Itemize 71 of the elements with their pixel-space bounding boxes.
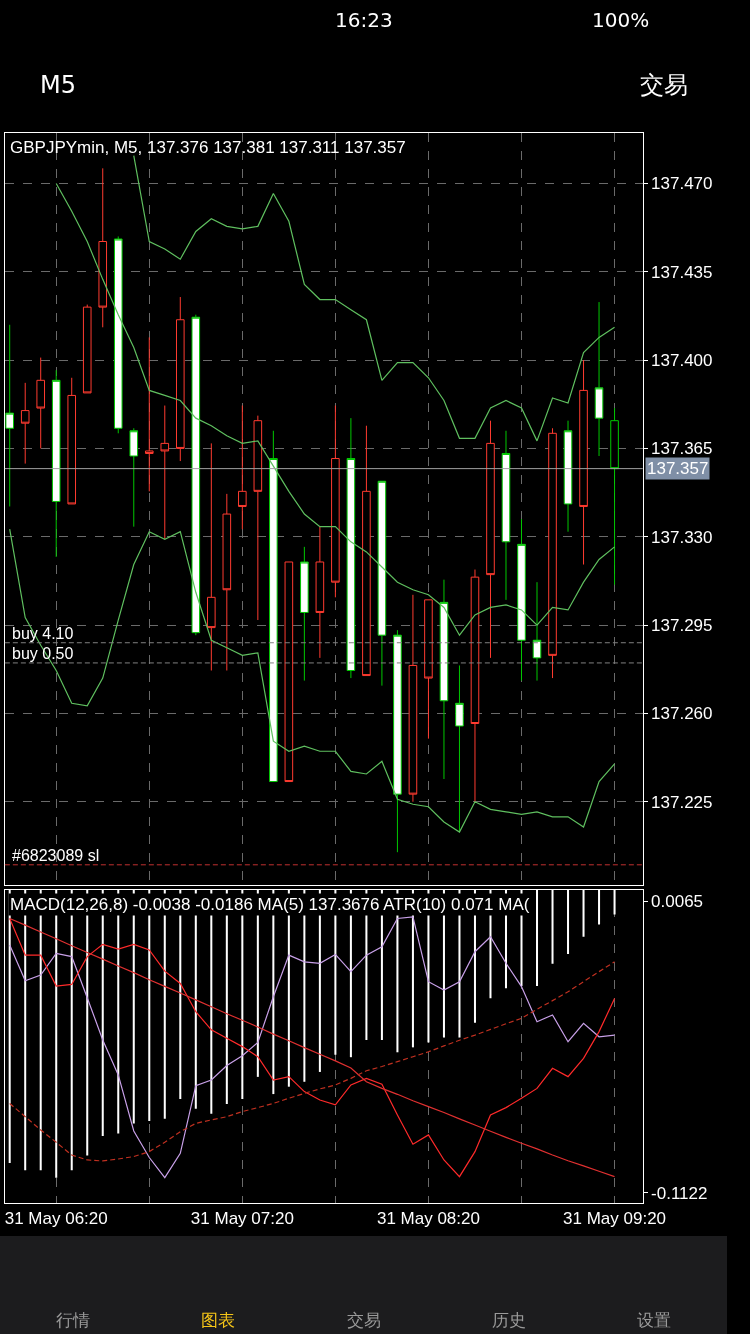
line-series: [9, 528, 616, 833]
y-tick-label: -0.1122: [651, 1183, 708, 1203]
candlestick: [315, 526, 325, 659]
text: 行情: [56, 1310, 90, 1330]
x-tick-label: 31 May 06:20: [4, 1209, 108, 1229]
line-series: [133, 155, 616, 442]
x-tick-label: 31 May 08:20: [376, 1209, 480, 1229]
y-tick-label: 137.435: [651, 262, 713, 282]
text: 16:23: [335, 8, 393, 32]
candlestick: [20, 382, 30, 465]
ref-line-label: buy 4.10: [12, 625, 74, 642]
x-tick-label: 31 May 09:20: [563, 1209, 667, 1229]
candlestick: [579, 359, 588, 566]
y-tick-label: 137.470: [651, 174, 713, 194]
candlestick: [98, 167, 108, 328]
candlestick: [176, 296, 185, 462]
text: 设置: [637, 1310, 671, 1330]
candlestick: [129, 427, 139, 528]
candlestick: [439, 579, 449, 780]
ref-line-label: 137.357: [647, 459, 709, 478]
text: 100%: [592, 8, 650, 32]
candlestick: [610, 407, 619, 586]
y-tick-label: 137.295: [651, 616, 713, 636]
candlestick: [67, 377, 77, 505]
ref-line-label: #6823089 sl: [12, 847, 100, 864]
y-tick-label: 137.400: [651, 351, 713, 371]
candlestick: [113, 235, 123, 434]
y-tick-label: 137.225: [651, 792, 713, 812]
candlestick: [284, 561, 294, 783]
candlestick: [191, 314, 201, 636]
candlestick: [36, 357, 46, 449]
ref-line-label: buy 0.50: [12, 645, 74, 662]
candlestick: [300, 546, 309, 682]
text: 交易: [347, 1310, 381, 1330]
candlestick: [424, 599, 433, 740]
y-tick-label: 137.365: [651, 439, 713, 459]
candlestick: [393, 629, 402, 853]
candlestick: [377, 480, 387, 687]
candlestick: [501, 430, 511, 601]
chart-title: GBPJPYmin, M5, 137.376 137.381 137.311 137.357: [10, 138, 406, 157]
candlestick: [346, 417, 356, 679]
candlestick: [548, 427, 557, 679]
candlestick: [207, 442, 216, 671]
candlestick: [362, 425, 371, 677]
candlestick: [594, 301, 604, 457]
candlestick: [144, 336, 154, 492]
candlestick: [470, 569, 480, 803]
text: 历史: [492, 1310, 526, 1330]
x-tick-label: 31 May 07:20: [190, 1209, 294, 1229]
candlestick: [82, 304, 92, 394]
candlestick: [563, 420, 573, 533]
candlestick: [486, 420, 495, 659]
y-tick-label: 137.260: [651, 704, 713, 724]
y-tick-label: 137.330: [651, 527, 713, 547]
chart-title: MACD(12,26,8) -0.0038 -0.0186 MA(5) 137.3676 ATR(10) 0.071 MA(: [10, 895, 530, 914]
candlestick: [331, 405, 340, 598]
text: 图表: [201, 1310, 235, 1330]
candlestick: [455, 664, 464, 833]
y-tick-label: 0.0065: [651, 892, 704, 912]
candlestick: [532, 581, 542, 682]
text: 交易: [640, 71, 688, 99]
candlestick: [253, 415, 263, 621]
candlestick: [408, 594, 418, 803]
candlestick: [238, 405, 247, 530]
candlestick: [160, 405, 170, 540]
candlestick: [517, 518, 526, 682]
text: M5: [40, 71, 76, 99]
line-series: [9, 961, 616, 1162]
candlestick: [222, 493, 232, 671]
candlestick: [269, 430, 278, 783]
candlestick: [51, 369, 61, 558]
